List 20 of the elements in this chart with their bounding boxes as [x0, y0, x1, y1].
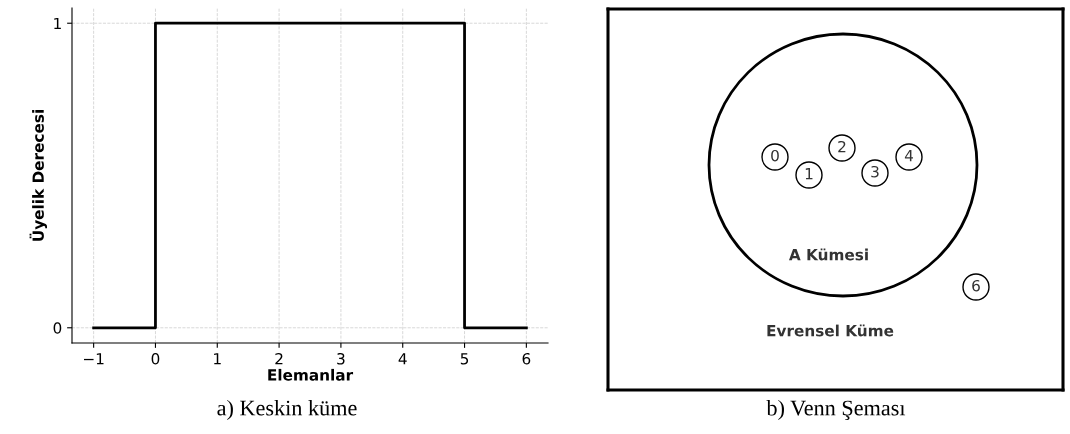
- text: 1: [805, 168, 813, 180]
- x-tick-label: 4: [398, 353, 407, 365]
- x-tick-label: 6: [522, 352, 531, 365]
- x-tick-label: 2: [275, 352, 283, 365]
- text: A Kümesi: [788, 248, 868, 261]
- text: 6: [972, 279, 980, 292]
- x-tick-label: −1: [83, 353, 104, 365]
- text: 4: [904, 150, 913, 162]
- text: 2: [838, 140, 846, 153]
- x-tick-label: 0: [151, 352, 160, 365]
- text: Evrensel Küme: [767, 324, 894, 337]
- text: 3: [871, 165, 879, 178]
- text: b) Venn Şeması: [766, 399, 906, 421]
- text: a) Keskin küme: [217, 399, 357, 421]
- y-axis-title: Üyelik Derecesi: [29, 110, 47, 241]
- x-axis-title: Elemanlar: [268, 368, 354, 381]
- x-tick-label: 1: [214, 353, 221, 365]
- x-tick-label: 3: [337, 352, 345, 365]
- text: 0: [771, 149, 779, 162]
- x-tick-label: 5: [460, 353, 469, 365]
